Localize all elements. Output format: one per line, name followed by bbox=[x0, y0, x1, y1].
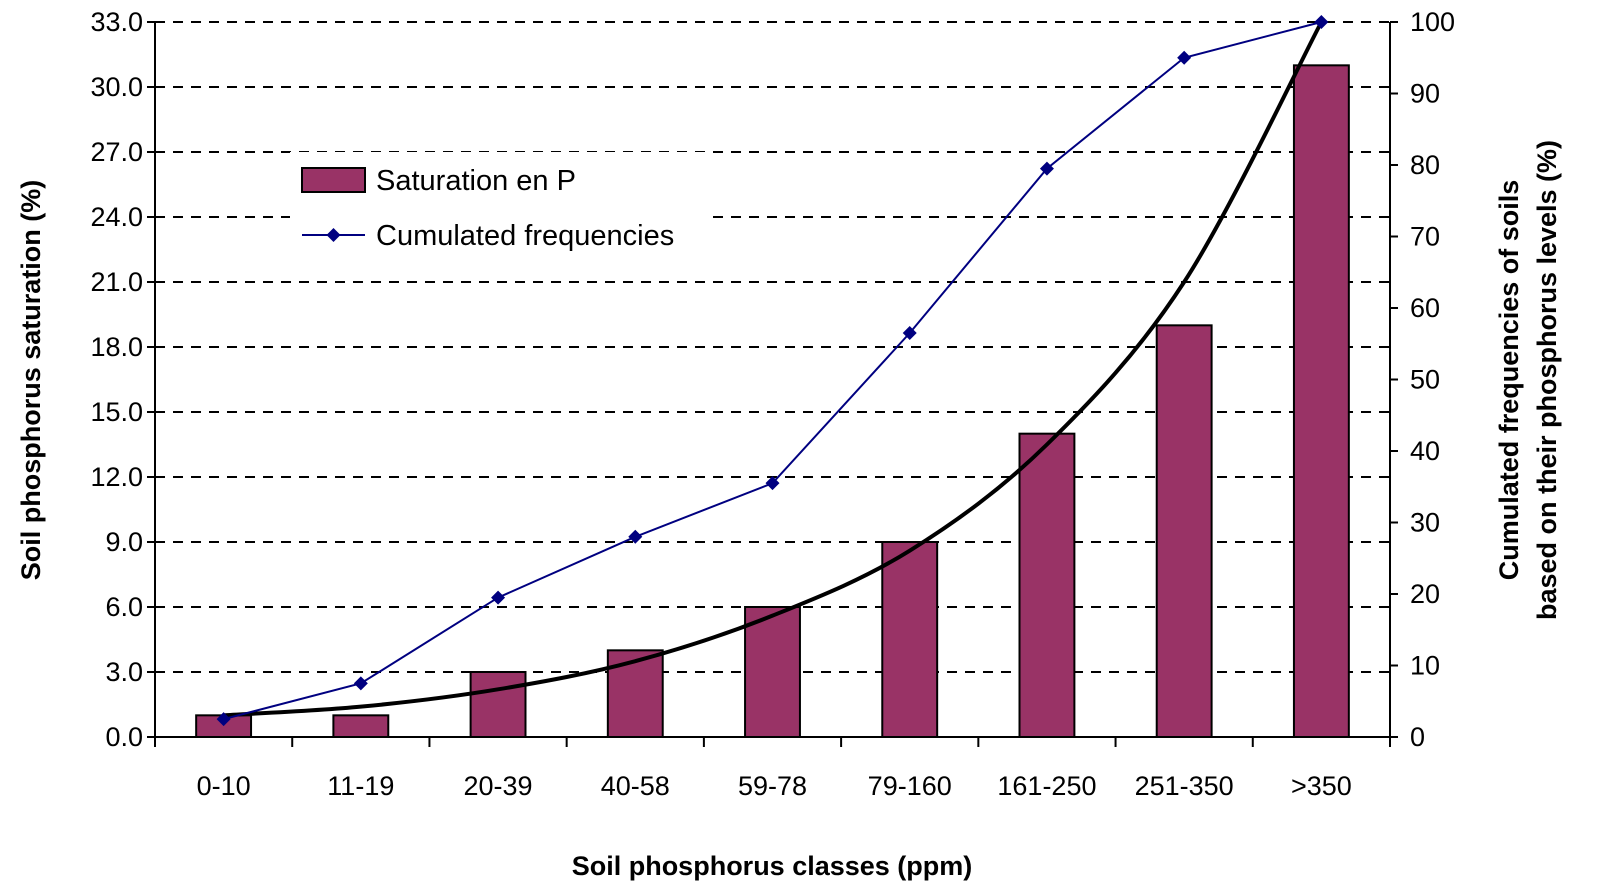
bar bbox=[1292, 64, 1350, 739]
x-tick-label: 251-350 bbox=[1135, 771, 1234, 801]
line-point bbox=[1039, 161, 1054, 176]
x-axis-title: Soil phosphorus classes (ppm) bbox=[572, 851, 973, 881]
trendline bbox=[223, 21, 1324, 718]
y2-tick-label: 50 bbox=[1410, 365, 1440, 395]
legend-label-bar: Saturation en P bbox=[376, 165, 576, 197]
y-tick-label: 33.0 bbox=[90, 7, 143, 37]
line-point bbox=[353, 676, 368, 691]
bar bbox=[332, 714, 390, 738]
line-point bbox=[1177, 50, 1192, 65]
bar bbox=[881, 541, 939, 738]
y-axis-title: Soil phosphorus saturation (%) bbox=[16, 180, 46, 581]
line-series bbox=[216, 15, 1329, 727]
y2-tick-label: 40 bbox=[1410, 436, 1440, 466]
y-tick-label: 0.0 bbox=[105, 722, 143, 752]
x-tick-label: 79-160 bbox=[868, 771, 952, 801]
line-point bbox=[216, 712, 231, 727]
legend: Saturation en P Cumulated frequencies bbox=[290, 152, 710, 264]
axes bbox=[147, 21, 1398, 747]
y2-tick-label: 70 bbox=[1410, 222, 1440, 252]
y2-tick-label: 10 bbox=[1410, 651, 1440, 681]
y-tick-label: 3.0 bbox=[105, 657, 143, 687]
line-point bbox=[628, 529, 643, 544]
x-tick-label: 0-10 bbox=[197, 771, 251, 801]
bar bbox=[1155, 324, 1213, 738]
y-tick-label: 24.0 bbox=[90, 202, 143, 232]
y-tick-label: 15.0 bbox=[90, 397, 143, 427]
y2-tick-labels: 0 10 20 30 40 50 60 70 80 90 100 bbox=[1410, 7, 1455, 752]
y2-tick-label: 0 bbox=[1410, 722, 1425, 752]
trendline-group bbox=[223, 21, 1324, 718]
x-tick-labels: 0-10 11-19 20-39 40-58 59-78 79-160 161-250 251… bbox=[197, 771, 1352, 801]
y2-tick-label: 30 bbox=[1410, 508, 1440, 538]
x-tick-label: >350 bbox=[1291, 771, 1352, 801]
y2-tick-label: 80 bbox=[1410, 150, 1440, 180]
x-tick-label: 161-250 bbox=[997, 771, 1096, 801]
y2-tick-label: 20 bbox=[1410, 579, 1440, 609]
x-tick-label: 20-39 bbox=[464, 771, 533, 801]
gridlines bbox=[155, 21, 1390, 673]
line-point bbox=[491, 590, 506, 605]
line-point bbox=[1314, 15, 1329, 29]
y-tick-label: 9.0 bbox=[105, 527, 143, 557]
bar bbox=[1018, 432, 1076, 738]
y-tick-label: 21.0 bbox=[90, 267, 143, 297]
x-tick-label: 11-19 bbox=[327, 771, 394, 801]
y2-axis-title-line-1: Cumulated frequencies of soils bbox=[1494, 180, 1524, 581]
y2-axis-title-line-2: based on their phosphorus levels (%) bbox=[1532, 140, 1562, 620]
bar bbox=[469, 671, 527, 738]
y-tick-labels: 0.0 3.0 6.0 9.0 12.0 15.0 18.0 21.0 24.0 27.0 30.0… bbox=[90, 7, 143, 752]
y-tick-label: 27.0 bbox=[90, 137, 143, 167]
y-tick-label: 12.0 bbox=[90, 462, 143, 492]
bar-series bbox=[195, 64, 1350, 739]
x-tick-label: 59-78 bbox=[738, 771, 807, 801]
x-tick-label: 40-58 bbox=[601, 771, 670, 801]
bar bbox=[606, 649, 664, 738]
y-tick-label: 30.0 bbox=[90, 72, 143, 102]
y-tick-label: 6.0 bbox=[105, 592, 143, 622]
y2-tick-label: 100 bbox=[1410, 7, 1455, 37]
bar bbox=[744, 606, 801, 738]
y-tick-label: 18.0 bbox=[90, 332, 143, 362]
y2-tick-label: 60 bbox=[1410, 293, 1440, 323]
y2-tick-label: 90 bbox=[1410, 79, 1440, 109]
legend-label-line: Cumulated frequencies bbox=[376, 220, 674, 252]
legend-bar-swatch bbox=[301, 167, 366, 193]
line-point bbox=[765, 476, 780, 491]
line-point bbox=[902, 326, 917, 341]
legend-diamond-icon bbox=[326, 228, 341, 242]
